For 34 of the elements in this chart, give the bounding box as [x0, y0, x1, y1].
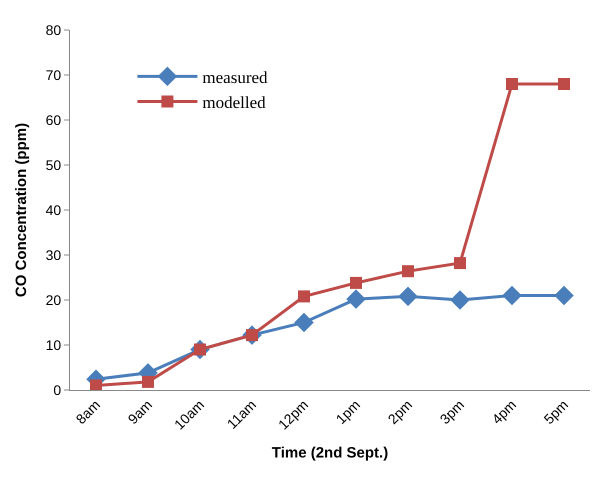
point [554, 286, 574, 306]
point [502, 286, 522, 306]
x-tick-label: 5pm [540, 396, 572, 428]
point [346, 289, 366, 309]
y-tick-label: 70 [46, 66, 62, 83]
y-tick-label: 80 [46, 22, 62, 38]
y-tick-label: 30 [46, 246, 62, 263]
y-tick-label: 60 [46, 112, 62, 128]
x-tick-label: 2pm [384, 396, 416, 428]
y-tick-label: 40 [46, 202, 62, 218]
point [350, 276, 362, 289]
point [454, 257, 466, 270]
x-tick-label: 8am [72, 396, 104, 428]
point [398, 286, 418, 306]
point [402, 265, 414, 278]
x-tick-label: 4pm [488, 396, 520, 428]
y-tick-label: 20 [46, 292, 62, 308]
y-axis-title: CO Concentration (ppm) [12, 122, 30, 298]
point [558, 78, 570, 90]
y-tick-label: 50 [46, 156, 62, 173]
point [506, 78, 518, 90]
x-tick-label: 1pm [332, 396, 364, 428]
point [450, 290, 470, 310]
point [294, 312, 314, 332]
point [90, 380, 102, 390]
legend-label: measured [202, 68, 268, 87]
point [142, 376, 154, 388]
point [298, 290, 310, 302]
y-tick-label: 0 [53, 382, 62, 398]
legend-label: modelled [202, 93, 266, 112]
x-tick-label: 3pm [436, 396, 468, 428]
y-tick-label: 10 [46, 336, 62, 353]
x-tick-label: 9am [124, 396, 156, 428]
x-axis-title: Time (2nd Sept.) [272, 444, 388, 462]
